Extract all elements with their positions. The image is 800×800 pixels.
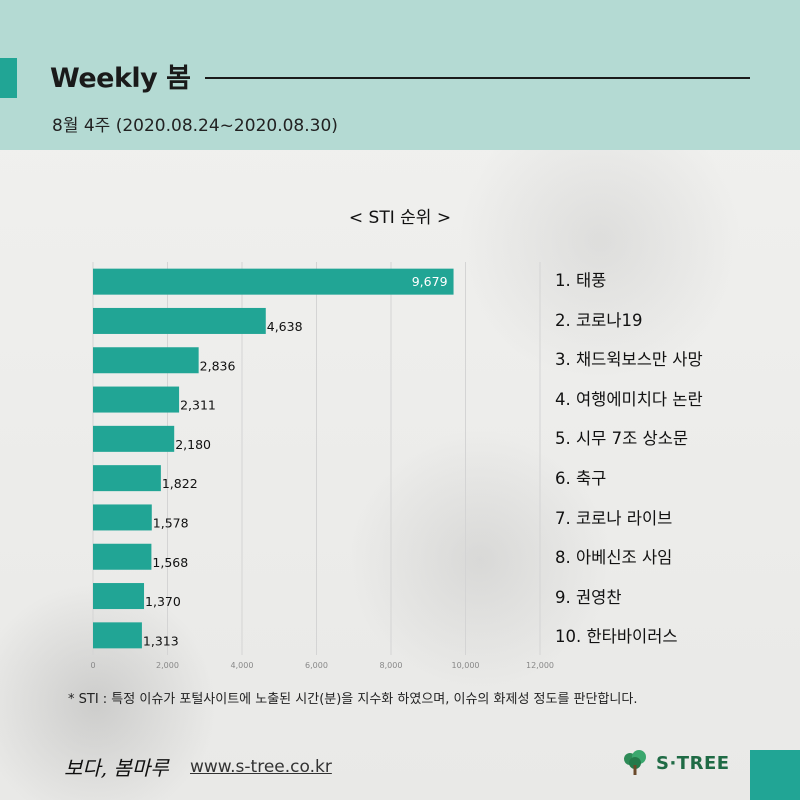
header-band xyxy=(0,0,800,150)
bar-value-label: 1,822 xyxy=(162,476,198,491)
x-tick-label: 4,000 xyxy=(231,661,254,670)
bar xyxy=(93,425,175,452)
footnote: * STI : 특정 이슈가 포털사이트에 노출된 시간(분)을 지수화 하였으… xyxy=(68,692,638,707)
ranking-item: 5. 시무 7조 상소문 xyxy=(555,429,689,449)
bar xyxy=(93,465,161,492)
bar xyxy=(93,386,180,413)
date-range: 8월 4주 (2020.08.24~2020.08.30) xyxy=(52,116,338,136)
bar xyxy=(93,268,454,295)
x-tick-label: 8,000 xyxy=(380,661,403,670)
brand-slogan: 보다, 봄마루 xyxy=(64,756,169,780)
title-accent-bar xyxy=(0,58,17,98)
ranking-item: 6. 축구 xyxy=(555,468,607,488)
bar xyxy=(93,347,199,374)
bar-value-label: 1,568 xyxy=(152,555,188,570)
ranking-item: 7. 코로나 라이브 xyxy=(555,508,673,528)
corner-accent xyxy=(750,750,800,800)
logo-text: S·TREE xyxy=(656,752,730,774)
bar xyxy=(93,307,266,334)
bar xyxy=(93,583,145,610)
ranking-item: 10. 한타바이러스 xyxy=(555,627,678,647)
bar xyxy=(93,504,152,531)
ranking-item: 8. 아베신조 사임 xyxy=(555,548,673,568)
bar-value-label: 1,313 xyxy=(143,633,179,648)
stree-logo: S·TREE xyxy=(620,748,730,778)
bar-value-label: 1,578 xyxy=(153,515,189,530)
ranking-item: 3. 채드윅보스만 사망 xyxy=(555,350,703,370)
bar-value-label: 2,836 xyxy=(200,358,236,373)
ranking-item: 9. 권영찬 xyxy=(555,587,622,607)
ranking-item: 2. 코로나19 xyxy=(555,310,643,330)
tree-icon xyxy=(624,750,646,775)
page-title: Weekly 봄 xyxy=(50,63,191,94)
bar xyxy=(93,622,142,649)
x-tick-label: 2,000 xyxy=(156,661,179,670)
bar-value-label: 1,370 xyxy=(145,594,181,609)
chart-title: < STI 순위 > xyxy=(348,208,452,228)
site-link[interactable]: www.s-tree.co.kr xyxy=(190,757,332,777)
bar-value-label: 4,638 xyxy=(267,319,303,334)
x-tick-label: 0 xyxy=(90,661,95,670)
ranking-list: 1. 태풍 2. 코로나19 3. 채드윅보스만 사망 4. 여행에미치다 논란 5. … xyxy=(555,266,703,662)
bar xyxy=(93,543,152,570)
bar-value-label: 9,679 xyxy=(412,274,448,289)
ranking-item: 1. 태풍 xyxy=(555,271,607,290)
bar-value-label: 2,180 xyxy=(175,437,211,452)
bar-value-label: 2,311 xyxy=(180,398,216,413)
ranking-item: 4. 여행에미치다 논란 xyxy=(555,389,703,409)
title-divider xyxy=(205,77,750,79)
x-tick-label: 10,000 xyxy=(452,661,480,670)
x-tick-label: 6,000 xyxy=(305,661,328,670)
x-tick-label: 12,000 xyxy=(526,661,554,670)
